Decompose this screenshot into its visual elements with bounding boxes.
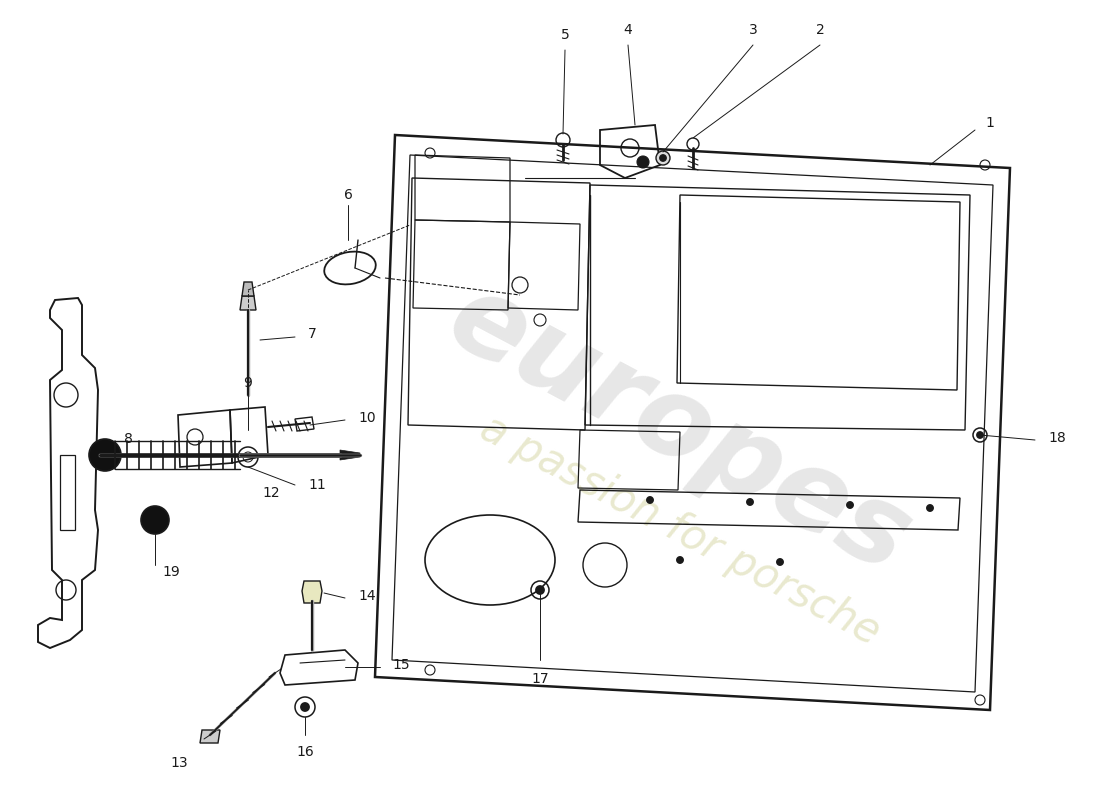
Text: 9: 9 xyxy=(243,376,252,390)
Polygon shape xyxy=(302,581,322,603)
Circle shape xyxy=(656,151,670,165)
Text: a passion for porsche: a passion for porsche xyxy=(473,406,887,654)
Text: 19: 19 xyxy=(162,565,179,579)
Circle shape xyxy=(141,506,169,534)
Polygon shape xyxy=(240,296,256,310)
Text: 3: 3 xyxy=(749,23,758,37)
Circle shape xyxy=(89,439,121,471)
Text: 2: 2 xyxy=(815,23,824,37)
Text: 12: 12 xyxy=(262,486,279,500)
Circle shape xyxy=(301,703,309,711)
Text: 5: 5 xyxy=(561,28,570,42)
Polygon shape xyxy=(242,282,254,296)
Circle shape xyxy=(926,505,934,511)
Text: 7: 7 xyxy=(308,327,317,341)
Circle shape xyxy=(777,558,783,566)
Text: 14: 14 xyxy=(358,589,375,603)
Circle shape xyxy=(536,586,544,594)
Text: 16: 16 xyxy=(296,745,314,759)
Text: 15: 15 xyxy=(392,658,409,672)
Circle shape xyxy=(647,497,653,503)
Circle shape xyxy=(637,156,649,168)
Text: europes: europes xyxy=(431,264,928,596)
Text: 18: 18 xyxy=(1048,431,1066,445)
Text: 13: 13 xyxy=(170,756,188,770)
Circle shape xyxy=(660,155,666,161)
Circle shape xyxy=(847,502,854,509)
Polygon shape xyxy=(200,730,220,743)
Circle shape xyxy=(747,498,754,506)
Text: 6: 6 xyxy=(343,188,352,202)
Text: 4: 4 xyxy=(624,23,632,37)
Circle shape xyxy=(977,432,983,438)
Polygon shape xyxy=(340,450,360,460)
Text: 17: 17 xyxy=(531,672,549,686)
Text: 10: 10 xyxy=(358,411,375,425)
Text: 11: 11 xyxy=(308,478,326,492)
Text: 1: 1 xyxy=(984,116,994,130)
Circle shape xyxy=(676,557,683,563)
Text: 8: 8 xyxy=(124,432,133,446)
